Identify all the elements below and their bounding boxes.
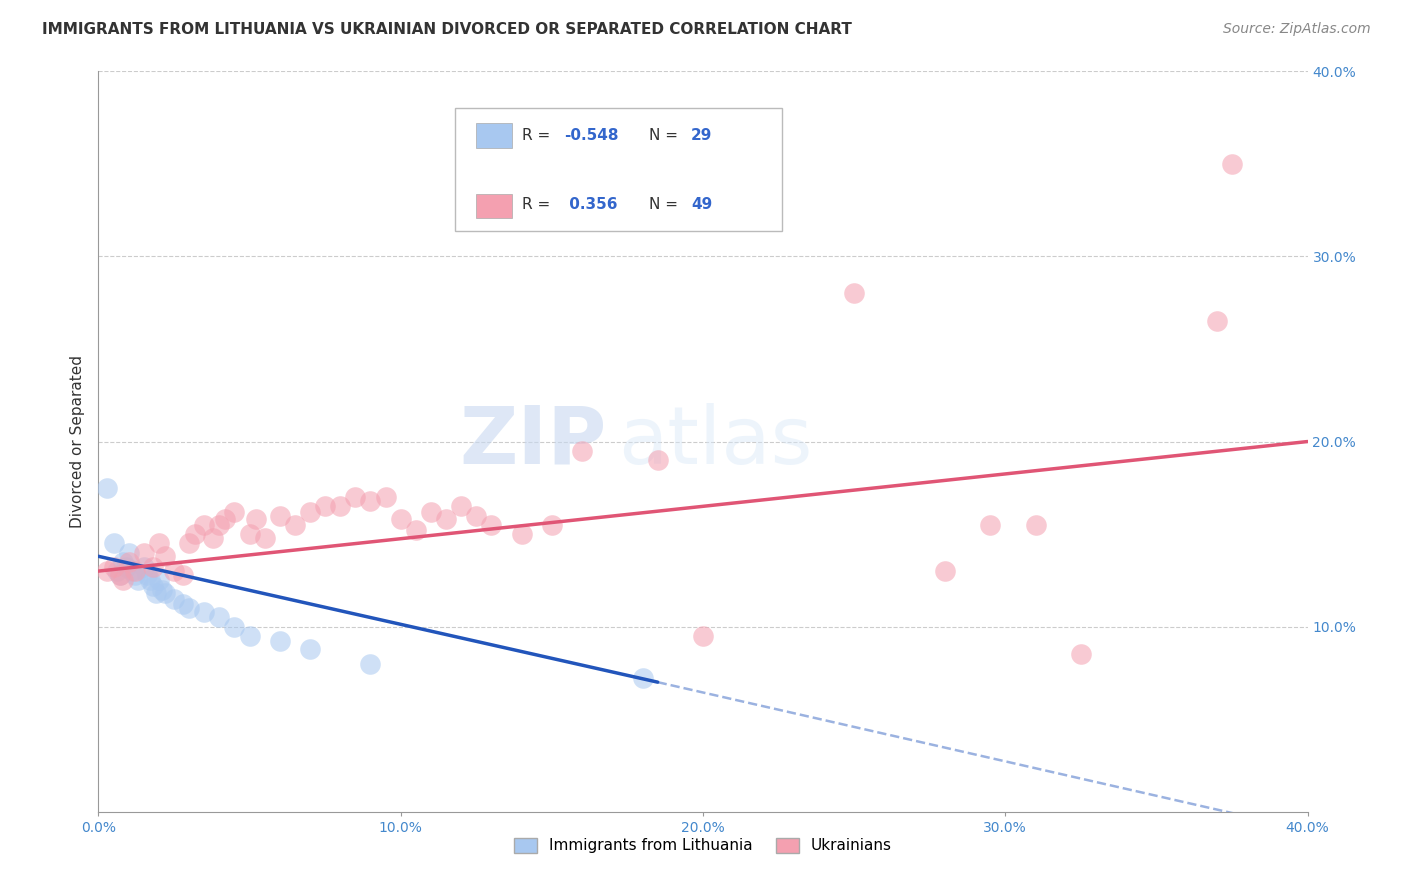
Point [179, 601, 201, 615]
Point [1024, 517, 1046, 532]
Point [647, 453, 669, 467]
Point [118, 555, 141, 569]
Point [163, 564, 186, 578]
Point [148, 536, 170, 550]
Point [118, 545, 141, 560]
Text: atlas: atlas [619, 402, 813, 481]
Point [132, 560, 155, 574]
Point [540, 517, 562, 532]
FancyBboxPatch shape [475, 194, 512, 218]
Point [450, 500, 472, 514]
Point [284, 517, 307, 532]
Text: 49: 49 [690, 197, 713, 212]
Point [224, 619, 246, 633]
Point [108, 567, 131, 582]
Point [214, 512, 236, 526]
Text: R =: R = [522, 128, 550, 144]
Point [329, 500, 352, 514]
Point [111, 574, 134, 588]
Point [142, 560, 165, 574]
Point [1206, 314, 1229, 328]
Point [145, 586, 167, 600]
Text: ZIP: ZIP [458, 402, 606, 481]
Point [179, 536, 201, 550]
Point [103, 536, 125, 550]
Text: IMMIGRANTS FROM LITHUANIA VS UKRAINIAN DIVORCED OR SEPARATED CORRELATION CHART: IMMIGRANTS FROM LITHUANIA VS UKRAINIAN D… [42, 22, 852, 37]
Text: 0.356: 0.356 [564, 197, 617, 212]
Text: Source: ZipAtlas.com: Source: ZipAtlas.com [1223, 22, 1371, 37]
Point [314, 500, 336, 514]
Y-axis label: Divorced or Separated: Divorced or Separated [69, 355, 84, 528]
Point [172, 567, 194, 582]
Point [193, 605, 215, 619]
Point [224, 505, 246, 519]
Point [127, 574, 149, 588]
Text: R =: R = [522, 197, 550, 212]
Text: N =: N = [648, 128, 678, 144]
Point [105, 564, 128, 578]
Point [208, 517, 231, 532]
Point [163, 591, 186, 606]
Point [299, 641, 322, 656]
Point [135, 567, 157, 582]
Point [108, 567, 131, 582]
Point [245, 512, 267, 526]
Point [184, 527, 207, 541]
Point [510, 527, 533, 541]
FancyBboxPatch shape [456, 108, 782, 230]
Point [148, 574, 170, 588]
Point [121, 564, 143, 578]
Point [150, 582, 173, 597]
Point [142, 579, 165, 593]
Point [202, 531, 225, 545]
Point [96, 481, 118, 495]
Point [571, 443, 593, 458]
Point [1220, 157, 1243, 171]
Text: 29: 29 [690, 128, 713, 144]
Point [934, 564, 956, 578]
Point [405, 524, 427, 538]
Point [96, 564, 118, 578]
Text: -0.548: -0.548 [564, 128, 619, 144]
Point [239, 527, 262, 541]
Legend: Immigrants from Lithuania, Ukrainians: Immigrants from Lithuania, Ukrainians [508, 831, 898, 860]
Point [103, 560, 125, 574]
Point [465, 508, 488, 523]
Point [269, 634, 291, 648]
Point [139, 574, 162, 588]
Point [111, 555, 134, 569]
Point [269, 508, 291, 523]
Point [344, 490, 367, 504]
Point [481, 517, 503, 532]
Point [124, 567, 146, 582]
Point [172, 598, 194, 612]
Point [360, 493, 382, 508]
Point [434, 512, 457, 526]
FancyBboxPatch shape [475, 123, 512, 147]
Point [208, 610, 231, 624]
Point [979, 517, 1001, 532]
Text: N =: N = [648, 197, 678, 212]
Point [253, 531, 276, 545]
Point [692, 629, 714, 643]
Point [132, 545, 155, 560]
Point [153, 586, 176, 600]
Point [389, 512, 412, 526]
Point [844, 286, 866, 301]
Point [360, 657, 382, 671]
Point [299, 505, 322, 519]
Point [193, 517, 215, 532]
Point [114, 560, 136, 574]
Point [239, 629, 262, 643]
Point [374, 490, 396, 504]
Point [420, 505, 443, 519]
Point [153, 549, 176, 564]
Point [631, 672, 654, 686]
Point [1070, 648, 1092, 662]
Point [124, 564, 146, 578]
